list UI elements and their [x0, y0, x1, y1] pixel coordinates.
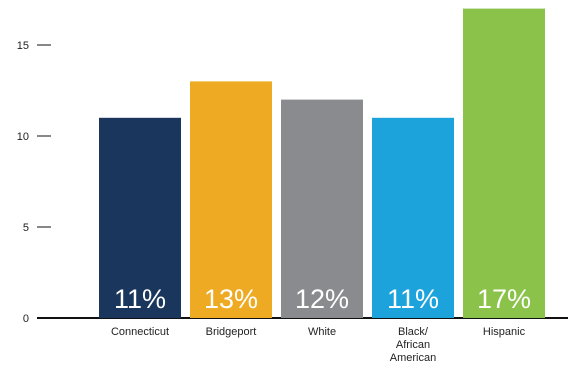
chart-labels: 11% 13% 12% 11% 17% Connecticut Bridgeport Whit…	[111, 284, 531, 364]
y-tick-label: 5	[23, 222, 29, 234]
x-tick-label: Connecticut	[111, 326, 169, 338]
bar	[463, 8, 545, 318]
chart-bars	[99, 8, 545, 319]
x-tick-label: White	[308, 326, 336, 338]
bar	[99, 117, 181, 318]
data-label: 13%	[204, 284, 258, 314]
bar	[190, 81, 272, 319]
bar	[281, 99, 363, 318]
y-tick-label: 0	[23, 313, 29, 325]
y-tick-label: 15	[17, 40, 29, 52]
bar	[372, 117, 454, 318]
data-label: 17%	[477, 284, 531, 314]
x-tick-label: Bridgeport	[206, 326, 257, 338]
x-tick-label: Black/African American	[390, 326, 436, 364]
y-tick-label: 10	[17, 131, 29, 143]
data-label: 11%	[114, 284, 166, 314]
x-tick-label: Hispanic	[483, 326, 526, 338]
data-label: 12%	[295, 284, 349, 314]
data-label: 11%	[387, 284, 439, 314]
